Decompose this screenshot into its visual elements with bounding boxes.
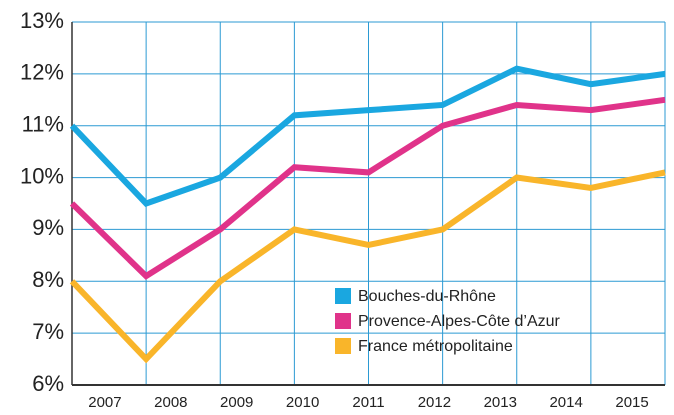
y-tick-label: 10% [20,163,64,188]
y-tick-label: 7% [32,319,64,344]
y-tick-label: 12% [20,60,64,85]
x-tick-label: 2014 [549,394,582,411]
series-line [69,96,666,280]
y-tick-label: 11% [22,112,64,137]
x-tick-label: 2007 [88,394,121,411]
x-tick-label: 2011 [352,394,384,411]
legend-label: Provence-Alpes-Côte d’Azur [358,313,561,330]
x-tick-label: 2012 [418,394,451,411]
y-tick-label: 6% [32,371,64,396]
x-tick-label: 2008 [154,394,187,411]
legend-label: Bouches-du-Rhône [358,288,496,305]
legend-swatch [335,313,351,329]
x-tick-label: 2013 [484,394,517,411]
y-tick-label: 9% [32,215,64,240]
y-tick-label: 13% [20,8,64,33]
x-tick-label: 2015 [615,394,648,411]
legend-swatch [335,288,351,304]
series-line [69,169,666,364]
legend-swatch [335,338,351,354]
legend-label: France métropolitaine [358,338,513,355]
x-tick-label: 2009 [220,394,253,411]
y-tick-label: 8% [32,267,64,292]
series-line [69,65,666,207]
x-tick-label: 2010 [286,394,319,411]
